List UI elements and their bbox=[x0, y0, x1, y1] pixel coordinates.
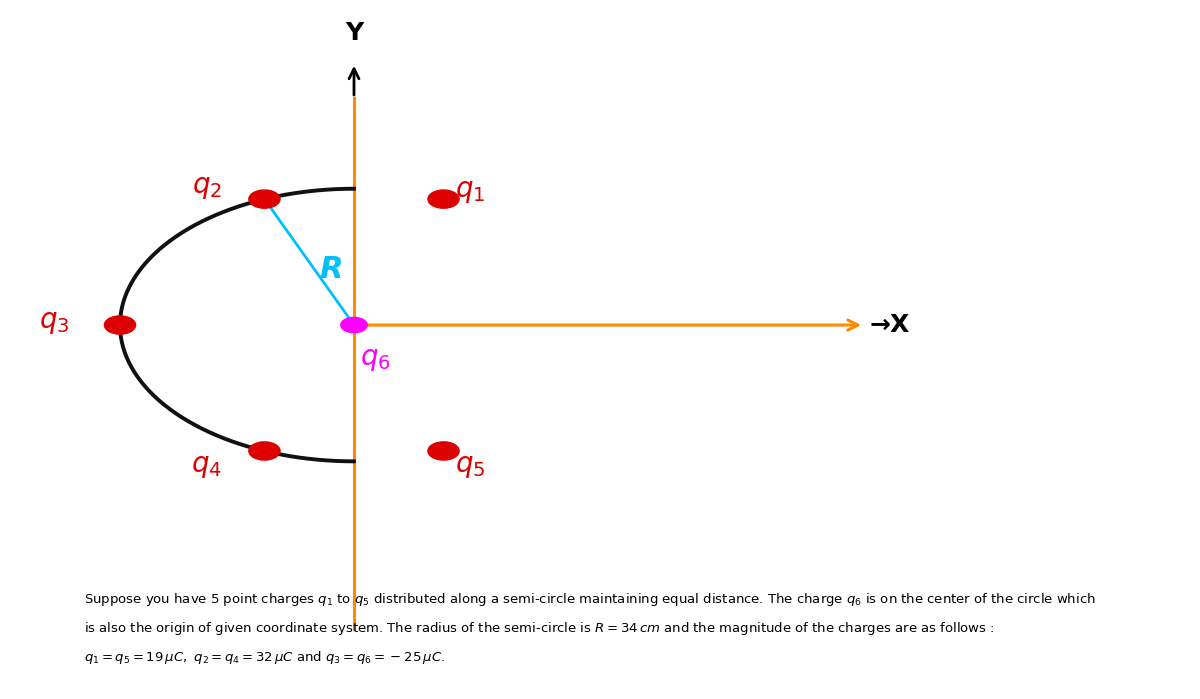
Text: →X: →X bbox=[870, 313, 911, 337]
Text: $q_3$: $q_3$ bbox=[38, 308, 70, 336]
Text: Suppose you have 5 point charges $q_1$ to $q_5$ distributed along a semi-circle : Suppose you have 5 point charges $q_1$ t… bbox=[84, 591, 1096, 607]
Text: $q_4$: $q_4$ bbox=[191, 452, 222, 480]
Text: Y: Y bbox=[344, 22, 364, 45]
Circle shape bbox=[341, 317, 367, 333]
Text: $q_1$: $q_1$ bbox=[455, 177, 485, 205]
Text: $q_6$: $q_6$ bbox=[360, 345, 391, 373]
Circle shape bbox=[248, 190, 280, 208]
Circle shape bbox=[428, 442, 460, 460]
Text: is also the origin of given coordinate system. The radius of the semi-circle is : is also the origin of given coordinate s… bbox=[84, 620, 995, 637]
Circle shape bbox=[104, 316, 136, 334]
Text: $q_1 = q_5 = 19\,\mu C,\ q_2 = q_4 = 32\,\mu C$ and $q_3 = q_6 = -25\,\mu C$.: $q_1 = q_5 = 19\,\mu C,\ q_2 = q_4 = 32\… bbox=[84, 649, 445, 666]
Circle shape bbox=[248, 442, 280, 460]
Text: $q_2$: $q_2$ bbox=[192, 173, 222, 201]
Text: $q_5$: $q_5$ bbox=[455, 452, 485, 480]
Text: R: R bbox=[319, 254, 342, 284]
Circle shape bbox=[428, 190, 460, 208]
